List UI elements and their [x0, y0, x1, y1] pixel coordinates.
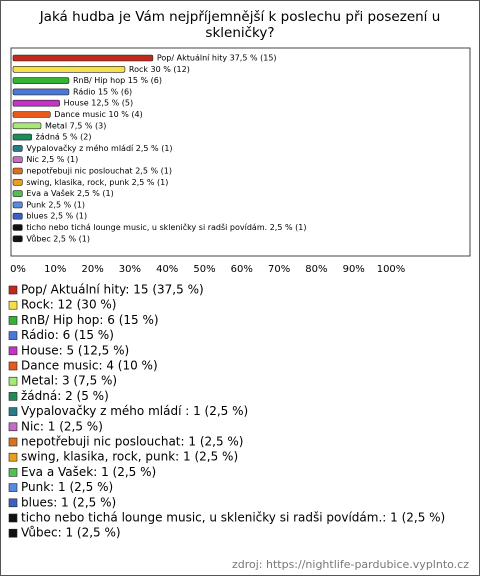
bar [12, 190, 23, 197]
bar [12, 145, 23, 152]
bar [12, 235, 23, 243]
x-tick-label: 10% [44, 264, 66, 275]
bar [12, 66, 126, 73]
legend-label: Metal: 3 (7,5 %) [21, 374, 117, 388]
legend-label: Rock: 12 (30 %) [21, 298, 116, 312]
data-label: žádná 5 % (2) [36, 133, 92, 142]
data-label: Nic 2,5 % (1) [26, 155, 78, 164]
data-label: Rock 30 % (12) [129, 65, 190, 74]
legend-swatch [8, 316, 18, 325]
legend-label: Vůbec: 1 (2,5 %) [21, 526, 121, 540]
legend-label: žádná: 2 (5 %) [21, 389, 109, 403]
bar [12, 77, 70, 84]
data-label: House 12,5 % (5) [64, 99, 133, 108]
legend-label: Eva a Vašek: 1 (2,5 %) [21, 465, 156, 479]
legend-swatch [8, 452, 18, 462]
data-label: Metal 7,5 % (3) [45, 121, 106, 130]
legend-swatch [8, 376, 18, 386]
legend-swatch [8, 468, 18, 477]
bar [12, 201, 23, 209]
x-tick-label: 80% [305, 264, 327, 275]
legend-label: Nic: 1 (2,5 %) [21, 419, 103, 433]
legend-swatch [8, 331, 18, 340]
legend-swatch [8, 513, 18, 523]
bar [12, 111, 51, 118]
legend-label: swing, klasika, rock, punk: 1 (2,5 %) [21, 450, 238, 464]
legend-label: Rádio: 6 (15 %) [21, 328, 114, 342]
legend-swatch [8, 528, 18, 538]
x-tick-label: 90% [343, 264, 365, 275]
data-label: Vypalovačky z mého mládí 2,5 % (1) [26, 143, 172, 153]
bar [12, 224, 23, 231]
bar [12, 122, 42, 130]
legend-label: House: 5 (12,5 %) [21, 343, 129, 357]
legend-swatch [8, 498, 18, 508]
x-tick-label: 70% [268, 264, 290, 275]
bar [12, 88, 70, 96]
data-label: Pop/ Aktuální hity 37,5 % (15) [157, 54, 277, 63]
x-tick-label: 20% [81, 264, 103, 275]
x-tick-label: 30% [119, 264, 141, 275]
data-label: Eva a Vašek 2,5 % (1) [26, 188, 113, 198]
legend-label: Vypalovačky z mého mládí : 1 (2,5 %) [21, 404, 248, 418]
bar [12, 179, 23, 186]
data-label: RnB/ Hip hop 15 % (6) [73, 76, 162, 85]
legend-swatch [8, 437, 18, 447]
x-tick-label: 50% [193, 264, 215, 275]
chart-title: Jaká hudba je Vám nejpříjemnější k posle… [39, 9, 441, 41]
data-label: ticho nebo tichá lounge music, u sklenič… [26, 222, 306, 232]
bar [12, 212, 23, 220]
legend-swatch [8, 285, 18, 295]
legend-label: nepotřebuji nic poslouchat: 1 (2,5 %) [21, 435, 244, 449]
data-label: blues 2,5 % (1) [26, 212, 87, 221]
x-tick-label: 100% [377, 264, 406, 275]
legend-swatch [8, 407, 18, 416]
legend-label: blues: 1 (2,5 %) [21, 495, 116, 509]
data-label: Punk 2,5 % (1) [26, 200, 85, 209]
source: zdroj: https://nightlife-pardubice.vypln… [232, 558, 469, 571]
bar [12, 167, 23, 175]
legend-swatch [8, 392, 18, 401]
bar [12, 99, 60, 107]
legend-swatch [8, 483, 18, 492]
data-label: Dance music 10 % (4) [54, 110, 142, 119]
bar [12, 133, 32, 141]
x-tick-label: 60% [231, 264, 253, 275]
data-label: nepotřebuji nic poslouchat 2,5 % (1) [26, 167, 172, 176]
x-tick-label: 40% [156, 264, 178, 275]
data-label: swing, klasika, rock, punk 2,5 % (1) [26, 178, 168, 187]
legend-swatch [8, 346, 18, 356]
legend-label: ticho nebo tichá lounge music, u sklenič… [21, 511, 445, 525]
legend-label: Dance music: 4 (10 %) [21, 359, 158, 373]
data-label: Vůbec 2,5 % (1) [26, 233, 90, 243]
bar [12, 54, 154, 62]
legend-label: Punk: 1 (2,5 %) [21, 480, 113, 494]
x-tick-label: 0% [10, 264, 26, 275]
bar [12, 156, 23, 163]
legend-swatch [8, 422, 18, 432]
plot-frame [10, 47, 471, 257]
legend-swatch [8, 361, 18, 371]
legend-label: Pop/ Aktuální hity: 15 (37,5 %) [21, 283, 204, 297]
legend-label: RnB/ Hip hop: 6 (15 %) [21, 313, 159, 327]
legend-swatch [8, 300, 18, 310]
data-label: Rádio 15 % (6) [73, 87, 132, 96]
